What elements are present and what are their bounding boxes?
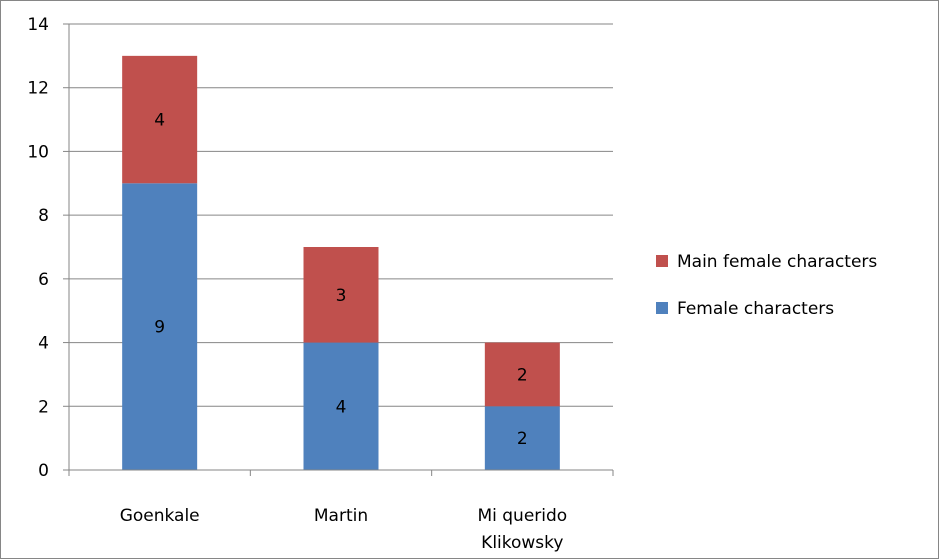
- y-tick-label: 0: [38, 461, 49, 481]
- y-tick-label: 14: [27, 15, 49, 35]
- legend-label: Main female characters: [677, 252, 877, 272]
- x-category-label: Martin: [314, 506, 368, 526]
- x-category-label: Goenkale: [120, 506, 200, 526]
- axes: 0 2 4 6 8 10 12 14 Goenkale Martin Mi querido Kliko…: [27, 15, 614, 553]
- bar-main-female-characters: [303, 247, 379, 343]
- bar-female-characters: [122, 183, 198, 471]
- y-tick-label: 6: [38, 270, 49, 290]
- x-category-label: Mi querido: [477, 506, 567, 526]
- y-tick-label: 10: [27, 142, 49, 162]
- bar-female-characters: [303, 342, 379, 470]
- x-category-label: Klikowsky: [481, 533, 563, 553]
- bar-main-female-characters: [122, 55, 198, 184]
- legend-swatch: [656, 302, 668, 314]
- legend-label: Female characters: [677, 299, 834, 319]
- y-tick-label: 2: [38, 397, 49, 417]
- y-tick-label: 12: [27, 79, 49, 99]
- data-label: 3: [336, 286, 347, 306]
- data-label: 9: [154, 318, 165, 338]
- data-label: 4: [336, 397, 347, 417]
- data-labels: 9 4 4 3 2 2: [154, 111, 527, 450]
- legend-swatch: [656, 255, 668, 267]
- legend: Main female characters Female characters: [656, 252, 877, 319]
- y-tick-label: 8: [38, 206, 49, 226]
- data-label: 2: [517, 429, 528, 449]
- bars: [122, 55, 560, 471]
- data-label: 2: [517, 365, 528, 385]
- data-label: 4: [154, 111, 165, 131]
- bar-main-female-characters: [484, 342, 560, 407]
- bar-female-characters: [484, 406, 560, 470]
- y-tick-label: 4: [38, 334, 49, 354]
